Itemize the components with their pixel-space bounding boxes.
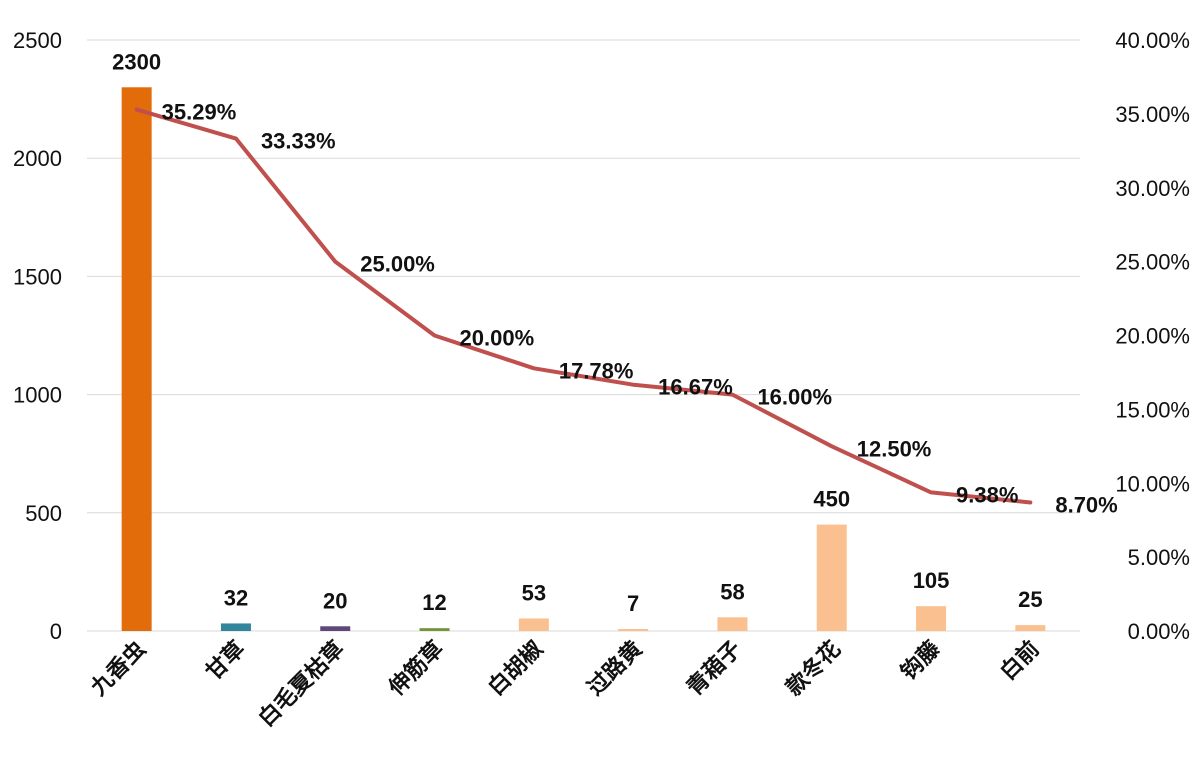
left-axis-tick-label: 2000 <box>13 146 62 171</box>
line-series <box>134 107 1033 505</box>
bar <box>320 626 351 631</box>
left-axis-tick-label: 0 <box>50 619 62 644</box>
right-axis-ticks: 0.00% 5.00% 10.00% 15.00% 20.00% 25.00% 30.00%… <box>1115 28 1190 644</box>
bar <box>419 628 450 631</box>
bar <box>816 524 847 631</box>
left-axis-tick-label: 1500 <box>13 264 62 289</box>
bar <box>618 629 649 631</box>
right-axis-tick-label: 5.00% <box>1128 545 1190 570</box>
left-axis-tick-label: 1000 <box>13 383 62 408</box>
right-axis-tick-label: 0.00% <box>1128 619 1190 644</box>
right-axis-tick-label: 15.00% <box>1115 397 1190 422</box>
category-label: 过路黄 <box>582 636 647 701</box>
bar <box>1015 625 1046 631</box>
gridlines <box>87 39 1080 632</box>
bar-value-label: 7 <box>627 591 639 616</box>
line-value-label: 33.33% <box>261 129 336 154</box>
line-value-label: 12.50% <box>857 436 932 461</box>
bar <box>518 618 549 631</box>
left-axis-ticks: 0 500 1000 1500 2000 2500 <box>13 28 62 644</box>
bar-value-label: 25 <box>1018 587 1042 612</box>
category-label: 白毛夏枯草 <box>253 636 349 732</box>
bar-value-label: 12 <box>422 590 446 615</box>
category-label: 钩藤 <box>896 635 946 685</box>
bar-series <box>121 87 1046 631</box>
bar <box>220 623 251 631</box>
line-value-label: 9.38% <box>956 482 1018 507</box>
category-label: 白胡椒 <box>483 636 548 701</box>
right-axis-tick-label: 35.00% <box>1115 102 1190 127</box>
bar <box>717 617 748 631</box>
category-labels: 九香虫 甘草 白毛夏枯草 伸筋草 白胡椒 过路黄 青葙子 款冬花 钩藤 白前 <box>85 635 1044 732</box>
category-label: 九香虫 <box>85 636 151 702</box>
bar <box>916 606 947 631</box>
right-axis-tick-label: 20.00% <box>1115 324 1190 349</box>
bar <box>121 87 152 631</box>
category-label: 伸筋草 <box>383 636 449 702</box>
left-axis-tick-label: 2500 <box>13 28 62 53</box>
bar-value-label: 53 <box>522 580 546 605</box>
bar-value-label: 20 <box>323 588 347 613</box>
line-value-label: 8.70% <box>1055 492 1117 517</box>
right-axis-tick-label: 10.00% <box>1115 471 1190 496</box>
bar-value-label: 2300 <box>112 49 161 74</box>
line-value-label: 25.00% <box>360 252 435 277</box>
line-value-label: 16.00% <box>757 385 832 410</box>
left-axis-tick-label: 500 <box>25 501 62 526</box>
category-label: 白前 <box>995 636 1045 686</box>
bar-value-label: 450 <box>813 487 850 512</box>
line-value-label: 35.29% <box>162 100 237 125</box>
right-axis-tick-label: 25.00% <box>1115 250 1190 275</box>
line-value-label: 16.67% <box>658 375 733 400</box>
category-label: 款冬花 <box>781 636 846 701</box>
line-value-label: 20.00% <box>460 326 535 351</box>
bar-value-labels: 2300 32 20 12 53 7 58 450 105 25 <box>112 49 1042 616</box>
bar-value-label: 105 <box>913 568 950 593</box>
right-axis-tick-label: 30.00% <box>1115 176 1190 201</box>
category-label: 青葙子 <box>682 636 747 701</box>
line-value-labels: 35.29% 33.33% 25.00% 20.00% 17.78% 16.67% 16.0… <box>162 100 1118 518</box>
line-value-label: 17.78% <box>559 358 634 383</box>
bar-value-label: 58 <box>720 579 744 604</box>
line-series-path <box>134 107 1033 505</box>
bar-value-label: 32 <box>224 585 248 610</box>
right-axis-tick-label: 40.00% <box>1115 28 1190 53</box>
category-label: 甘草 <box>201 636 251 686</box>
